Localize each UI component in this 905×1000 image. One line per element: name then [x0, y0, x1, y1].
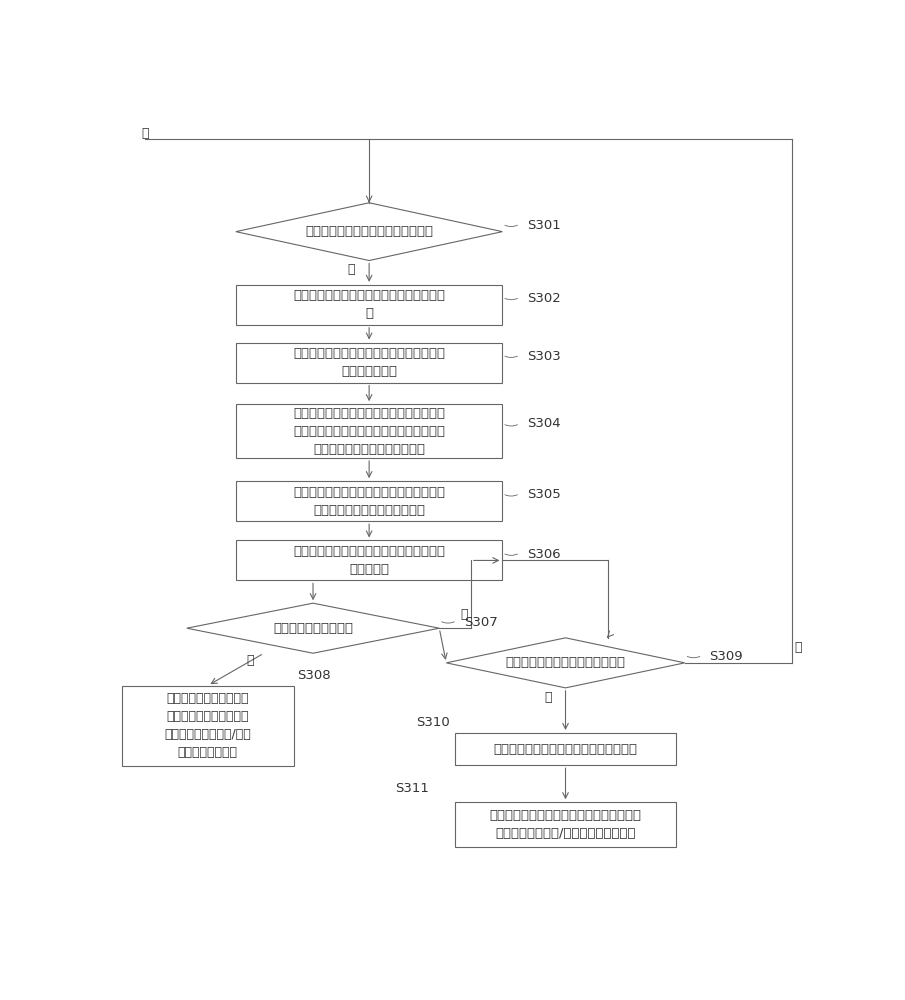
Text: 将所述异常原因、所述当前的位置信息和日
志上报给网络侧和/或显示所述异常原因: 将所述异常原因、所述当前的位置信息和日 志上报给网络侧和/或显示所述异常原因: [490, 809, 642, 840]
Text: S309: S309: [710, 650, 743, 663]
Text: 若网络注册成功，所述应用处理器记录当前
的位置信息: 若网络注册成功，所述应用处理器记录当前 的位置信息: [293, 545, 445, 576]
FancyBboxPatch shape: [236, 343, 502, 383]
Text: 所述应用处理器关闭所述第一协议栈，以及
从所述调制解调器支持的多个协议栈中选择
除所述第一协议栈的第二协议栈: 所述应用处理器关闭所述第一协议栈，以及 从所述调制解调器支持的多个协议栈中选择 …: [293, 407, 445, 456]
Polygon shape: [186, 603, 439, 653]
Text: S310: S310: [416, 716, 450, 729]
Text: S305: S305: [527, 488, 561, 501]
Text: 所述应用处理器开启所述第二协议栈，并使
用所述第二协议栈进行网络注册: 所述应用处理器开启所述第二协议栈，并使 用所述第二协议栈进行网络注册: [293, 486, 445, 517]
Text: S306: S306: [527, 548, 560, 561]
Text: 所述调制解调器指示应用处理器处理本次异
常: 所述调制解调器指示应用处理器处理本次异 常: [293, 289, 445, 320]
FancyBboxPatch shape: [455, 733, 676, 765]
FancyBboxPatch shape: [455, 802, 676, 847]
Text: 否: 否: [141, 127, 148, 140]
FancyBboxPatch shape: [236, 285, 502, 325]
Text: 获取所述内存访问错误的异常原因和日志: 获取所述内存访问错误的异常原因和日志: [493, 743, 637, 756]
Text: S311: S311: [395, 782, 429, 795]
Text: 位置信息是否发生变化: 位置信息是否发生变化: [273, 622, 353, 635]
Text: 否: 否: [460, 608, 468, 621]
Text: 内存访问错误的异常原因是否上报: 内存访问错误的异常原因是否上报: [506, 656, 625, 669]
Text: 是: 是: [795, 641, 802, 654]
Text: S303: S303: [527, 350, 561, 363]
Text: S301: S301: [527, 219, 561, 232]
Text: 调制解调器是否检测到内存访问错误: 调制解调器是否检测到内存访问错误: [305, 225, 433, 238]
Text: 所述应用处理器恢复所述
支持的多个协议栈中的默
认协议栈开关状态和/或复
位所述调制解调器: 所述应用处理器恢复所述 支持的多个协议栈中的默 认协议栈开关状态和/或复 位所述…: [165, 692, 252, 759]
Text: S307: S307: [463, 616, 498, 629]
FancyBboxPatch shape: [236, 481, 502, 521]
Polygon shape: [446, 638, 685, 688]
Text: 否: 否: [544, 691, 552, 704]
Text: 是: 是: [246, 654, 253, 667]
Text: 所述应用处理器获取所述调制解调器当前使
用的第一协议栈: 所述应用处理器获取所述调制解调器当前使 用的第一协议栈: [293, 347, 445, 378]
Text: S304: S304: [527, 417, 560, 430]
Text: S308: S308: [297, 669, 331, 682]
FancyBboxPatch shape: [236, 404, 502, 458]
Polygon shape: [236, 203, 502, 261]
Text: 是: 是: [348, 263, 356, 276]
FancyBboxPatch shape: [236, 540, 502, 580]
FancyBboxPatch shape: [122, 686, 294, 766]
Text: S302: S302: [527, 292, 561, 305]
